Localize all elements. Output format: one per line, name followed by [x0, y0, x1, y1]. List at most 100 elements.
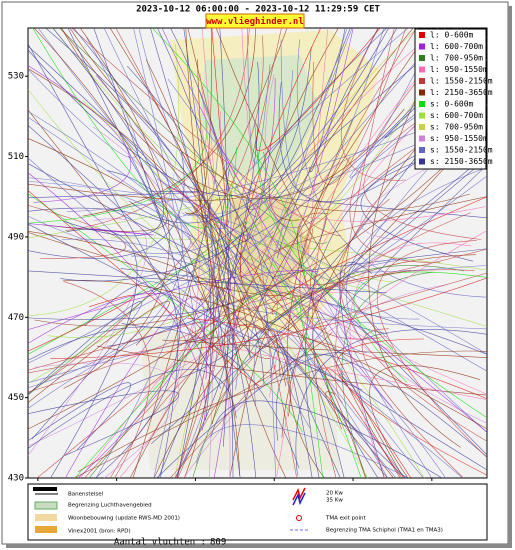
track [28, 223, 363, 391]
track [349, 242, 472, 478]
track [28, 369, 237, 449]
track [65, 28, 250, 231]
track [184, 28, 288, 215]
track [47, 28, 459, 338]
track [28, 37, 139, 158]
track [28, 269, 411, 371]
track [28, 231, 274, 364]
track [28, 191, 199, 198]
legend-label: s: 950-1550m [430, 134, 488, 143]
track [174, 323, 210, 478]
y-tick-label: 510 [8, 152, 24, 162]
track [346, 166, 487, 341]
track [305, 142, 447, 478]
track [296, 212, 404, 478]
track [284, 358, 463, 478]
track [188, 333, 487, 400]
track [28, 335, 246, 384]
track [28, 228, 314, 393]
track [234, 28, 409, 195]
track [28, 157, 295, 366]
tma-exit-symbol [296, 515, 302, 521]
track [241, 28, 328, 330]
track [84, 291, 298, 478]
track [129, 28, 390, 224]
track [34, 362, 180, 478]
track [254, 28, 439, 228]
legend-swatch [419, 158, 425, 165]
track [34, 123, 487, 327]
track [50, 228, 138, 478]
legend-swatch [419, 124, 425, 130]
flight-count-label: Aantal vluchten : [114, 538, 206, 548]
track [62, 280, 487, 430]
track [65, 296, 206, 478]
track [233, 28, 414, 327]
legend-swatch [419, 112, 425, 119]
track [33, 28, 240, 477]
legend-label: s: 0-600m [430, 100, 474, 109]
track [28, 190, 260, 387]
legend-swatch [419, 147, 425, 153]
track [28, 124, 263, 343]
track [235, 316, 397, 478]
track [339, 373, 487, 471]
shadow [508, 6, 512, 546]
track [270, 346, 313, 478]
track [28, 382, 131, 450]
legend-text: Woonbebouwing (update RWS-MD 2001) [68, 516, 180, 522]
y-tick-label: 470 [8, 313, 24, 323]
track [248, 28, 348, 353]
legend-swatch [419, 55, 425, 61]
legend-label: s: 1550-2150m [430, 146, 493, 155]
track [287, 248, 487, 286]
track [325, 368, 412, 478]
legend: l: 0-600m l: 600-700m l: 700-950m l: 950-15… [419, 31, 493, 166]
track [151, 28, 306, 288]
track [225, 28, 446, 284]
track [276, 277, 325, 478]
track [276, 353, 487, 458]
track [177, 169, 230, 478]
track [273, 196, 487, 253]
legend-swatch [419, 101, 425, 107]
track [312, 28, 407, 185]
track [174, 214, 487, 355]
track [307, 28, 329, 258]
track [28, 295, 135, 352]
track [277, 28, 379, 259]
track [271, 196, 487, 315]
legend-swatch [419, 66, 425, 73]
track [353, 271, 487, 383]
scale-bar [33, 487, 57, 491]
track [219, 228, 407, 478]
legend-label: s: 700-950m [430, 123, 483, 132]
track [28, 75, 183, 389]
track [32, 28, 237, 229]
legend-swatch [35, 526, 57, 533]
track [133, 28, 398, 296]
track [266, 307, 366, 478]
legend-swatch [419, 135, 425, 142]
track [183, 284, 448, 478]
track [354, 258, 487, 273]
track [245, 233, 276, 478]
title: 2023-10-12 06:00:00 - 2023-10-12 11:29:5… [136, 5, 380, 15]
track [95, 145, 219, 478]
track [255, 28, 381, 151]
track [121, 28, 227, 328]
track [361, 328, 464, 478]
legend-label: l: 0-600m [430, 31, 474, 40]
track [73, 28, 268, 334]
kw-symbol [292, 487, 306, 501]
track [376, 240, 487, 458]
flight-count: 809 [210, 538, 226, 548]
legend-text: Begrenzing Luchthavengebied [68, 503, 152, 509]
legend-swatch [419, 78, 425, 84]
y-tick-label: 450 [8, 393, 24, 403]
track [235, 28, 459, 221]
track [167, 78, 487, 433]
legend-swatch [34, 501, 58, 510]
track [299, 28, 417, 340]
legend-text: 20 Kw [326, 491, 343, 497]
